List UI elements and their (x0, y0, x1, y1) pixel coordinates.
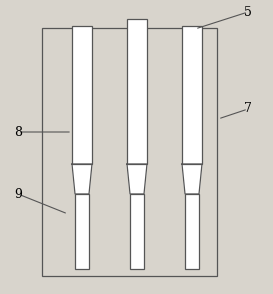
Bar (42, 28, 217, 276)
Bar (182, 26, 202, 164)
Polygon shape (182, 164, 202, 194)
Polygon shape (72, 164, 92, 194)
Text: 9: 9 (14, 188, 22, 201)
Bar (75, 194, 89, 269)
Polygon shape (127, 164, 147, 194)
Bar (185, 194, 199, 269)
Bar (72, 26, 92, 164)
Bar (127, 19, 147, 164)
Text: 5: 5 (244, 6, 252, 19)
Bar (130, 194, 144, 269)
Text: 8: 8 (14, 126, 22, 138)
Text: 7: 7 (244, 103, 252, 116)
